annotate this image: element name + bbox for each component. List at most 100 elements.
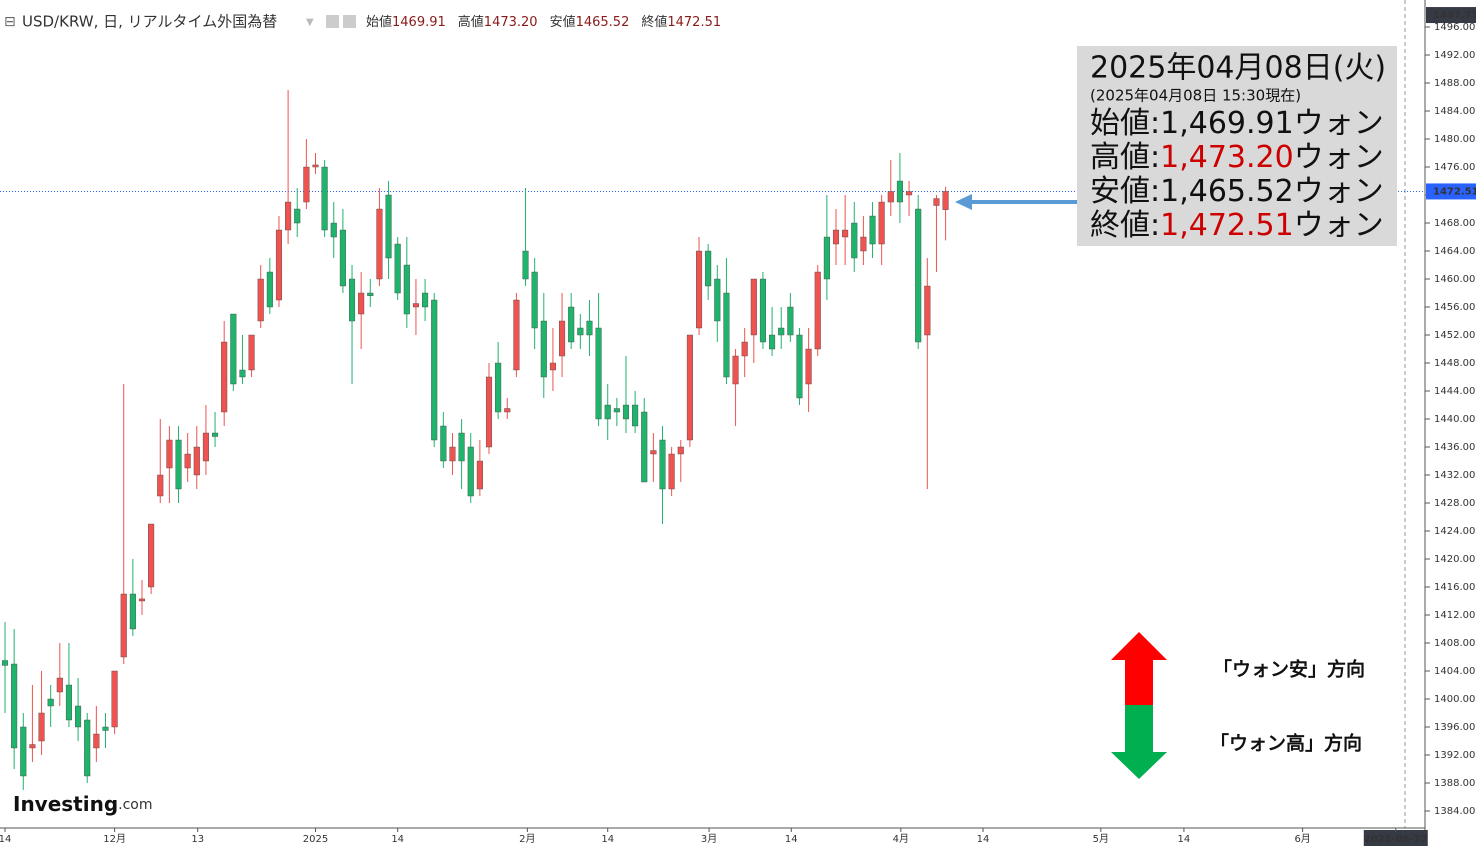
x-tick-label: 2025: [303, 834, 328, 845]
candle-body: [111, 670, 118, 728]
candle-body: [65, 684, 72, 721]
candle-body: [632, 404, 639, 427]
candle-body: [796, 334, 803, 399]
candle-body: [595, 327, 602, 420]
y-tick-label: 1400.00: [1434, 694, 1475, 705]
y-tick-label: 1496.00: [1434, 22, 1475, 33]
candle-body: [851, 222, 858, 259]
y-tick-label: 1388.00: [1434, 778, 1475, 789]
settings-icon[interactable]: [326, 15, 339, 28]
y-tick-label: 1444.00: [1434, 386, 1475, 397]
stat: 終値1472.51: [641, 14, 721, 30]
candle-body: [93, 733, 100, 749]
candle-body: [668, 453, 675, 490]
info-box: [1077, 46, 1397, 246]
candle-body: [522, 250, 529, 280]
candle-body: [275, 229, 283, 301]
candle-body: [20, 726, 27, 777]
candle-body: [504, 408, 511, 413]
last-price-bg: [1426, 183, 1476, 200]
stat: 始値1469.91: [366, 14, 446, 30]
y-tick-label: 1468.00: [1434, 218, 1475, 229]
direction-label: 「ウォン高」方向: [1210, 732, 1362, 755]
candle-body: [1, 660, 9, 666]
info-value: 1,473.20: [1160, 140, 1294, 175]
candle-body: [449, 446, 456, 462]
stat-value: 1472.51: [667, 15, 721, 30]
candle-body: [787, 306, 794, 336]
candle-body: [942, 191, 949, 210]
candle-body: [431, 299, 438, 441]
candle-body: [906, 191, 913, 196]
x-tick-label: 12月: [103, 833, 126, 845]
y-tick-label: 1424.00: [1434, 526, 1475, 537]
axis-max-label: 1497.71: [1433, 10, 1476, 21]
candle-body: [312, 164, 319, 168]
candle-body: [577, 327, 584, 336]
candle-body: [11, 663, 18, 749]
candle-body: [339, 229, 346, 287]
candle-body: [367, 292, 374, 297]
stat: 安値1465.52: [550, 14, 630, 30]
candle-body: [157, 474, 164, 497]
candle-body: [403, 264, 410, 315]
info-unit: ウォン: [1294, 140, 1384, 175]
y-tick-label: 1480.00: [1434, 134, 1475, 145]
info-row: 終値:1,472.51ウォン: [1090, 208, 1384, 243]
ohlc-stats: 始値1469.91 高値1473.20 安値1465.52 終値1472.51: [366, 14, 721, 30]
candle-body: [458, 432, 465, 462]
candle-body: [248, 334, 255, 371]
direction-label: 「ウォン安」方向: [1213, 658, 1365, 681]
candle-body: [622, 404, 630, 420]
candle-body: [120, 593, 127, 658]
candle-body: [202, 432, 209, 462]
x-tick-label: 14: [977, 834, 990, 845]
candle-body: [705, 250, 712, 287]
y-tick-label: 1416.00: [1434, 582, 1475, 593]
info-rows: 始値:1,469.91ウォン高値:1,473.20ウォン安値:1,465.52ウ…: [1090, 106, 1384, 243]
candle-body: [193, 446, 200, 476]
candle-body: [84, 719, 91, 777]
candle-body: [814, 271, 821, 350]
pointer-arrow-head: [955, 194, 972, 210]
candle-body: [175, 439, 182, 490]
candle-body: [549, 362, 556, 371]
info-row: 安値:1,465.52ウォン: [1090, 174, 1384, 209]
candle-body: [842, 229, 849, 238]
y-tick-label: 1464.00: [1434, 246, 1475, 257]
candle-body: [129, 593, 136, 630]
logo: Investing.com: [13, 792, 153, 816]
info-value: 1,469.91: [1160, 106, 1294, 141]
y-tick-label: 1476.00: [1434, 162, 1475, 173]
candle-body: [915, 208, 922, 343]
x-tick-label: 14: [1178, 834, 1191, 845]
info-label: 終値:: [1090, 208, 1160, 243]
stat-label: 安値: [550, 14, 576, 30]
candle-body: [604, 404, 611, 420]
x-tick-label: 13: [191, 834, 204, 845]
y-tick-label: 1428.00: [1434, 498, 1475, 509]
candle-body: [138, 598, 146, 602]
x-tick-label: 14: [391, 834, 404, 845]
info-unit: ウォン: [1294, 208, 1384, 243]
candle-body: [38, 712, 45, 742]
y-tick-label: 1412.00: [1434, 610, 1475, 621]
collapse-icon[interactable]: ⊟: [4, 14, 16, 30]
close-icon[interactable]: [343, 15, 356, 28]
candle-body: [778, 327, 785, 336]
candles: [1, 90, 949, 790]
dropdown-icon[interactable]: ▼: [306, 17, 314, 28]
info-label: 始値:: [1090, 106, 1160, 141]
info-unit: ウォン: [1294, 174, 1384, 209]
last-price-label: 1472.51: [1433, 186, 1476, 197]
candle-body: [586, 320, 593, 336]
y-tick-label: 1484.00: [1434, 106, 1475, 117]
candle-body: [358, 292, 365, 315]
candle-body: [422, 292, 429, 308]
y-tick-label: 1492.00: [1434, 50, 1475, 61]
x-tick-label: 14: [601, 834, 614, 845]
x-tick-label: 2025-06-17: [1364, 834, 1428, 845]
candle-body: [166, 439, 173, 469]
candle-body: [769, 334, 776, 350]
info-label: 高値:: [1090, 140, 1160, 175]
